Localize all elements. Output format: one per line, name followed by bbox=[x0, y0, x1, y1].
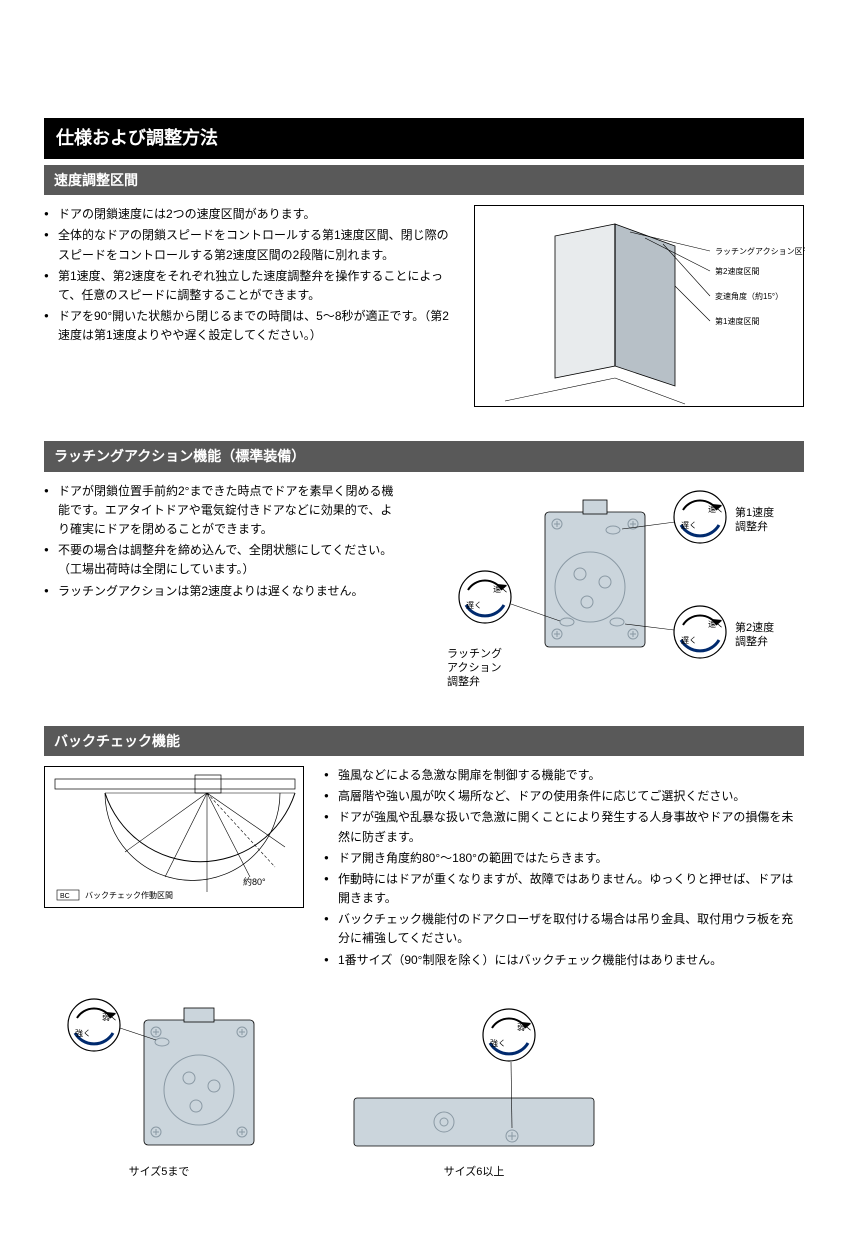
label-latching: ラッチングアクション区間 bbox=[715, 246, 805, 256]
section2-list: ドアが閉鎖位置手前約2°まできた時点でドアを素早く閉める機能です。エアタイトドア… bbox=[44, 482, 395, 601]
section2-title: ラッチングアクション機能（標準装備） bbox=[44, 441, 804, 471]
size6-caption: サイズ6以上 bbox=[334, 1164, 614, 1182]
bc-label: BC bbox=[60, 893, 70, 900]
section-speed-adjust: 速度調整区間 ドアの閉鎖速度には2つの速度区間があります。 全体的なドアの閉鎖ス… bbox=[44, 165, 804, 407]
valve2-label: 第2速度 bbox=[735, 620, 774, 634]
backcheck-arc-diagram: 約80° BC バックチェック作動区間 bbox=[44, 766, 304, 908]
svg-text:弱く: 弱く bbox=[517, 1023, 533, 1032]
door-speed-diagram: ラッチングアクション区間 第2速度区間 変速角度（約15°） 第1速度区間 bbox=[474, 205, 804, 407]
angle-label: 約80° bbox=[243, 876, 266, 887]
svg-text:調整弁: 調整弁 bbox=[735, 519, 768, 533]
section1-list: ドアの閉鎖速度には2つの速度区間があります。 全体的なドアの閉鎖スピードをコント… bbox=[44, 205, 454, 345]
valve1-label: 第1速度 bbox=[735, 505, 774, 519]
size6-diagram: 弱く 強く サイズ6以上 bbox=[334, 990, 614, 1182]
svg-text:アクション: アクション bbox=[447, 661, 501, 674]
svg-text:調整弁: 調整弁 bbox=[735, 634, 768, 648]
latching-label: ラッチング bbox=[447, 646, 502, 660]
section3-list: 強風などによる急激な開扉を制御する機能です。 高層階や強い風が吹く場所など、ドア… bbox=[324, 766, 804, 970]
label-first: 第1速度区間 bbox=[715, 316, 759, 326]
svg-text:遅く: 遅く bbox=[681, 521, 697, 530]
latching-diagram: 速く 遅く 第1速度 調整弁 速く 遅く 第2速度 調整弁 bbox=[415, 482, 785, 692]
svg-text:遅く: 遅く bbox=[466, 601, 482, 610]
list-item: ドアを90°開いた状態から閉じるまでの時間は、5～8秒が適正です。（第2速度は第… bbox=[44, 307, 454, 345]
list-item: 高層階や強い風が吹く場所など、ドアの使用条件に応じてご選択ください。 bbox=[324, 787, 804, 806]
zone-label: バックチェック作動区間 bbox=[85, 890, 173, 900]
list-item: ドアが閉鎖位置手前約2°まできた時点でドアを素早く閉める機能です。エアタイトドア… bbox=[44, 482, 395, 540]
list-item: 第1速度、第2速度をそれぞれ独立した速度調整弁を操作することによって、任意のスピ… bbox=[44, 267, 454, 305]
label-angle: 変速角度（約15°） bbox=[715, 291, 783, 301]
size5-caption: サイズ5まで bbox=[44, 1164, 274, 1182]
list-item: ドア開き角度約80°～180°の範囲ではたらきます。 bbox=[324, 849, 804, 868]
svg-text:強く: 強く bbox=[490, 1038, 506, 1048]
section1-title: 速度調整区間 bbox=[44, 165, 804, 195]
list-item: ドアが強風や乱暴な扱いで急激に開くことにより発生する人身事故やドアの損傷を未然に… bbox=[324, 808, 804, 846]
label-second: 第2速度区間 bbox=[715, 266, 759, 276]
svg-text:速く: 速く bbox=[493, 585, 509, 594]
svg-text:調整弁: 調整弁 bbox=[447, 674, 480, 688]
svg-text:遅く: 遅く bbox=[681, 636, 697, 645]
svg-text:速く: 速く bbox=[708, 620, 724, 629]
list-item: 1番サイズ（90°制限を除く）にはバックチェック機能付はありません。 bbox=[324, 951, 804, 970]
section-backcheck: バックチェック機能 bbox=[44, 726, 804, 1182]
list-item: 不要の場合は調整弁を締め込んで、全閉状態にしてください。（工場出荷時は全閉にして… bbox=[44, 541, 395, 579]
list-item: バックチェック機能付のドアクローザを取付ける場合は吊り金具、取付用ウラ板を充分に… bbox=[324, 910, 804, 948]
list-item: 全体的なドアの閉鎖スピードをコントロールする第1速度区間、閉じ際のスピードをコン… bbox=[44, 226, 454, 264]
svg-text:弱く: 弱く bbox=[102, 1013, 118, 1022]
section-latching: ラッチングアクション機能（標準装備） ドアが閉鎖位置手前約2°まできた時点でドア… bbox=[44, 441, 804, 691]
size5-diagram: 弱く 強く サイズ5まで bbox=[44, 990, 274, 1182]
svg-text:強く: 強く bbox=[75, 1028, 91, 1038]
list-item: ラッチングアクションは第2速度よりは遅くなりません。 bbox=[44, 582, 395, 601]
list-item: ドアの閉鎖速度には2つの速度区間があります。 bbox=[44, 205, 454, 224]
section3-title: バックチェック機能 bbox=[44, 726, 804, 756]
list-item: 強風などによる急激な開扉を制御する機能です。 bbox=[324, 766, 804, 785]
svg-text:速く: 速く bbox=[708, 505, 724, 514]
list-item: 作動時にはドアが重くなりますが、故障ではありません。ゆっくりと押せば、ドアは開き… bbox=[324, 870, 804, 908]
main-title: 仕様および調整方法 bbox=[44, 118, 804, 159]
